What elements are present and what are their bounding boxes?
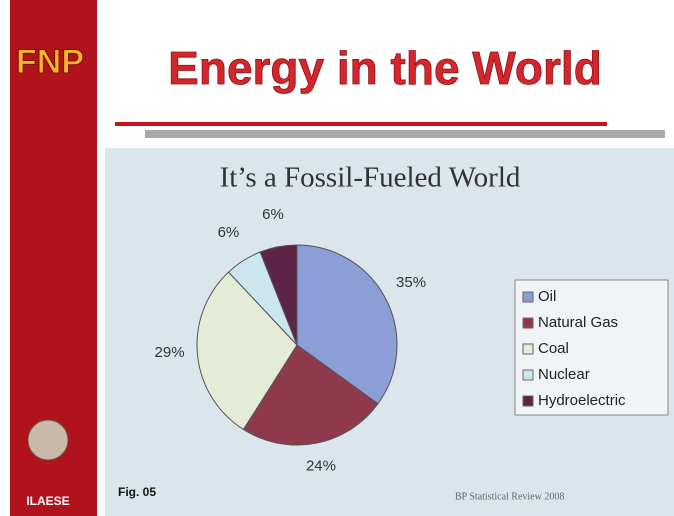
slice-label: 24% <box>306 458 336 475</box>
legend-label: Hydroelectric <box>538 392 626 409</box>
legend-label: Nuclear <box>538 366 590 383</box>
title-rule <box>115 122 607 126</box>
page: {"header": {"logo": "FNP", "title": "Ene… <box>0 0 674 516</box>
sidebar-label: ILAESE <box>26 494 69 508</box>
legend-label: Natural Gas <box>538 314 618 331</box>
slice-label: 6% <box>262 206 284 223</box>
legend-swatch <box>523 370 533 380</box>
globe-icon <box>28 420 68 460</box>
legend-label: Coal <box>538 340 569 357</box>
legend-swatch <box>523 318 533 328</box>
caption: Fig. 05 <box>118 485 156 499</box>
title-bar <box>145 130 665 138</box>
source: BP Statistical Review 2008 <box>455 491 564 502</box>
slice-label: 6% <box>218 224 240 241</box>
slide-title: Energy in the World <box>168 42 602 94</box>
legend-swatch <box>523 396 533 406</box>
slice-label: 35% <box>396 274 426 291</box>
legend-label: Oil <box>538 288 556 305</box>
chart-title: It’s a Fossil-Fueled World <box>220 162 521 194</box>
legend-swatch <box>523 344 533 354</box>
slide: FNP Energy in the World ILAESE It’s a Fo… <box>0 0 674 516</box>
legend-swatch <box>523 292 533 302</box>
logo: FNP <box>16 43 84 81</box>
slice-label: 29% <box>155 344 185 361</box>
